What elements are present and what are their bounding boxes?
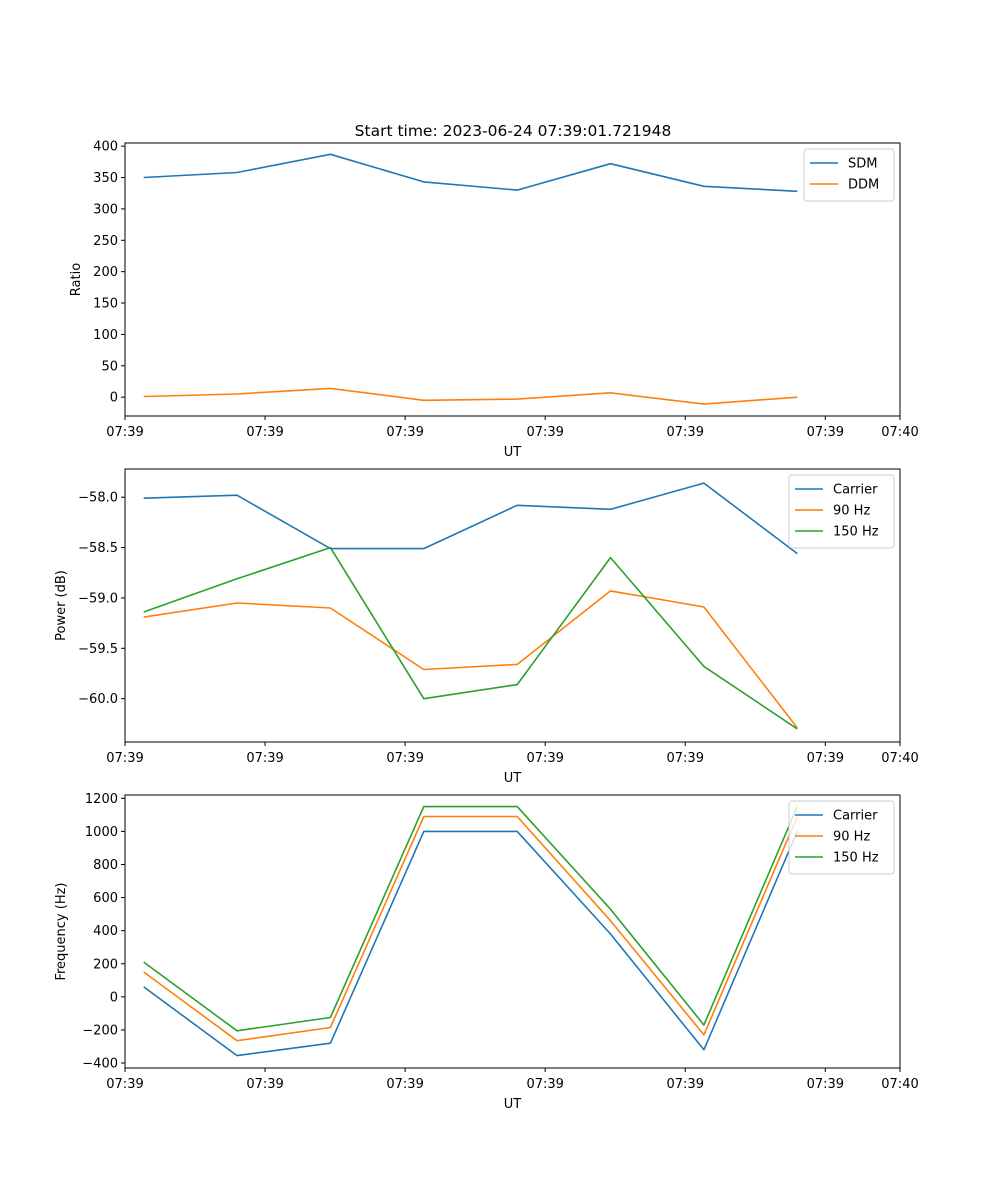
legend: SDM DDM — [803, 148, 895, 202]
y-tick-label: 800 — [93, 858, 118, 873]
x-tick-label: 07:39 — [667, 1077, 704, 1092]
y-tick-label: 300 — [93, 202, 118, 217]
plot-frame — [124, 794, 901, 1069]
y-tick-label: 150 — [93, 297, 118, 312]
panels: 0 50 100 150 200 250 300 350 400 07:39 07:39 07:39 0… — [54, 140, 919, 1112]
legend-entry: Carrier — [833, 483, 878, 498]
series-line-150-hz — [143, 546, 798, 730]
panel-2: −60.0 −59.5 −59.0 −58.5 −58.0 07:39 07:39 07:39… — [54, 468, 919, 786]
plot-frame — [124, 468, 901, 743]
x-tick-label: 07:39 — [106, 1077, 143, 1092]
x-axis-label: UT — [504, 771, 522, 786]
x-tick-label: 07:39 — [526, 751, 563, 766]
y-tick-label: 350 — [93, 171, 118, 186]
x-tick-label: 07:39 — [526, 1077, 563, 1092]
x-tick-label: 07:40 — [881, 751, 918, 766]
y-tick-label: 200 — [93, 265, 118, 280]
y-tick-label: 200 — [93, 957, 118, 972]
x-tick-label: 07:39 — [106, 751, 143, 766]
x-tick-label: 07:39 — [246, 751, 283, 766]
y-tick-label: 100 — [93, 328, 118, 343]
plot-frame — [124, 142, 901, 417]
panel-3: −400 −200 0 200 400 600 800 1000 1200 07:39 07:39 0… — [54, 792, 919, 1112]
y-tick-label: −200 — [82, 1023, 118, 1038]
y-tick-label: 1200 — [85, 792, 118, 807]
x-tick-label: 07:39 — [807, 425, 844, 440]
x-tick-label: 07:40 — [881, 1077, 918, 1092]
y-axis-label: Power (dB) — [54, 570, 69, 641]
x-tick-label: 07:39 — [807, 1077, 844, 1092]
y-tick-label: 0 — [110, 990, 118, 1005]
y-tick-label: −400 — [82, 1057, 118, 1072]
legend-box — [803, 148, 895, 202]
series-line-90-hz — [143, 590, 798, 729]
series-line-ddm — [143, 387, 798, 405]
y-tick-label: 600 — [93, 891, 118, 906]
x-tick-label: 07:39 — [246, 425, 283, 440]
y-axis-label: Ratio — [69, 263, 84, 296]
legend: Carrier 90 Hz 150 Hz — [788, 800, 895, 875]
legend-entry: 150 Hz — [833, 851, 879, 866]
x-tick-label: 07:39 — [667, 751, 704, 766]
legend-entry: 150 Hz — [833, 525, 879, 540]
y-tick-label: −58.0 — [78, 491, 118, 506]
legend-entry: Carrier — [833, 809, 878, 824]
y-tick-label: −60.0 — [78, 692, 118, 707]
y-tick-label: 400 — [93, 924, 118, 939]
legend-box — [788, 474, 895, 549]
figure-title: Start time: 2023-06-24 07:39:01.721948 — [355, 122, 672, 140]
y-tick-label: −59.0 — [78, 591, 118, 606]
legend-entry: 90 Hz — [833, 504, 870, 519]
x-tick-label: 07:39 — [106, 425, 143, 440]
series-line-carrier — [143, 482, 798, 555]
y-tick-label: 250 — [93, 234, 118, 249]
x-tick-label: 07:39 — [246, 1077, 283, 1092]
y-tick-label: 400 — [93, 140, 118, 155]
x-tick-label: 07:40 — [881, 425, 918, 440]
y-axis-label: Frequency (Hz) — [54, 882, 69, 980]
panel-1: 0 50 100 150 200 250 300 350 400 07:39 07:39 07:39 0… — [69, 140, 919, 460]
y-tick-label: 0 — [110, 391, 118, 406]
x-tick-label: 07:39 — [386, 425, 423, 440]
series-line-carrier — [143, 830, 799, 1057]
series-line-90-hz — [143, 815, 799, 1042]
y-tick-label: 50 — [101, 359, 118, 374]
legend-box — [788, 800, 895, 875]
series-line-sdm — [143, 153, 798, 193]
x-tick-label: 07:39 — [807, 751, 844, 766]
x-axis-label: UT — [504, 445, 522, 460]
x-tick-label: 07:39 — [386, 1077, 423, 1092]
y-tick-label: 1000 — [85, 825, 118, 840]
legend: Carrier 90 Hz 150 Hz — [788, 474, 895, 549]
x-axis-label: UT — [504, 1097, 522, 1112]
legend-entry: SDM — [848, 157, 877, 172]
legend-entry: 90 Hz — [833, 830, 870, 845]
x-tick-label: 07:39 — [386, 751, 423, 766]
x-tick-label: 07:39 — [667, 425, 704, 440]
y-tick-label: −59.5 — [78, 642, 118, 657]
legend-entry: DDM — [848, 178, 879, 193]
x-tick-label: 07:39 — [526, 425, 563, 440]
series-line-150-hz — [143, 805, 799, 1032]
y-tick-label: −58.5 — [78, 541, 118, 556]
